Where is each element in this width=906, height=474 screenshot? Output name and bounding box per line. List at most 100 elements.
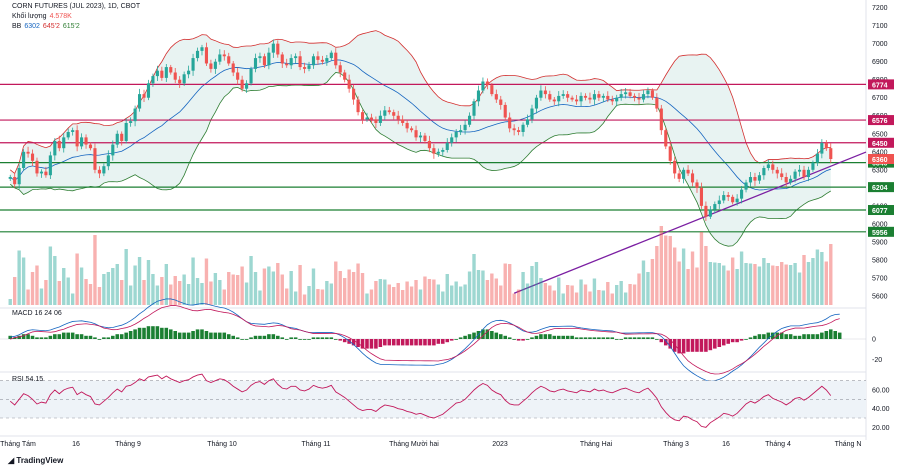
volume-bar: [392, 287, 396, 305]
macd-histogram-bar: [632, 337, 637, 339]
macd-histogram-bar: [374, 339, 378, 349]
macd-histogram-bar: [276, 335, 280, 339]
volume-bar: [771, 265, 775, 305]
time-tick-label: Tháng N: [835, 441, 862, 448]
macd-histogram-bar: [218, 332, 222, 339]
volume-bar: [387, 284, 391, 305]
macd-histogram-bar: [739, 339, 744, 341]
macd-histogram-bar: [342, 339, 347, 343]
price-tick-label: 7100: [872, 23, 888, 30]
candle-body: [592, 94, 596, 100]
volume-bar: [503, 263, 507, 305]
macd-legend: MACD 16 24 06: [12, 310, 65, 317]
macd-histogram-bar: [463, 335, 467, 339]
level-label-5956: 5956: [872, 230, 888, 237]
level-label-6774: 6774: [872, 82, 888, 89]
macd-histogram-bar: [106, 337, 111, 339]
macd-histogram-bar: [498, 334, 503, 339]
volume-bar: [780, 262, 784, 305]
candle-body: [820, 142, 824, 154]
candle-body: [115, 133, 119, 145]
candle-body: [690, 173, 695, 183]
macd-histogram-bar: [262, 335, 267, 339]
candle-body: [17, 168, 21, 185]
candle-body: [343, 72, 347, 80]
time-tick-label: Tháng 4: [765, 441, 791, 448]
macd-histogram-bar: [70, 332, 75, 339]
macd-histogram-bar: [146, 326, 151, 339]
volume-bar: [356, 263, 360, 305]
macd-histogram-bar: [735, 339, 739, 343]
macd-histogram-bar: [284, 339, 289, 340]
volume-bar: [418, 289, 423, 305]
macd-histogram-bar: [200, 329, 204, 339]
macd-histogram-bar: [579, 337, 583, 339]
price-tick-label: 7000: [872, 41, 888, 48]
volume-bar: [21, 257, 26, 305]
macd-histogram-bar: [753, 335, 757, 339]
volume-bar: [717, 263, 721, 305]
volume-bar: [811, 258, 815, 305]
candle-body: [735, 198, 739, 203]
macd-histogram-bar: [387, 339, 392, 346]
volume-bar: [128, 285, 133, 305]
volume-bar: [525, 283, 530, 305]
macd-histogram-bar: [521, 339, 525, 341]
macd-histogram-bar: [458, 337, 463, 339]
macd-histogram-bar: [757, 334, 762, 339]
volume-bar: [338, 271, 342, 305]
volume-bar: [686, 269, 690, 305]
macd-histogram-bar: [84, 335, 88, 339]
macd-histogram-bar: [258, 335, 262, 339]
macd-histogram-bar: [391, 339, 396, 346]
candle-body: [704, 205, 708, 217]
volume-bar: [641, 260, 646, 305]
candle-body: [213, 61, 217, 69]
volume-bar: [84, 279, 88, 305]
candle-body: [155, 70, 159, 77]
macd-histogram-bar: [409, 339, 414, 346]
tradingview-logo-text: TradingView: [16, 456, 64, 465]
volume-bar: [655, 246, 659, 305]
macd-histogram-bar: [333, 339, 338, 340]
volume-bar: [111, 268, 115, 305]
symbol-title: CORN FUTURES (JUL 2023), 1D, CBOT: [12, 3, 143, 10]
candle-body: [102, 166, 106, 174]
volume-bar: [396, 283, 400, 305]
volume-bar: [17, 250, 21, 305]
candle-body: [650, 90, 654, 98]
macd-histogram-bar: [583, 337, 588, 339]
volume-bar: [722, 265, 726, 305]
volume-bar: [44, 280, 48, 305]
volume-bar: [744, 263, 748, 305]
candle-body: [748, 177, 753, 183]
macd-histogram-bar: [405, 339, 409, 346]
candle-body: [557, 95, 561, 102]
candle-body: [356, 99, 360, 113]
volume-bar: [623, 292, 628, 305]
rsi-line: [9, 373, 832, 428]
volume-bar: [249, 256, 253, 305]
volume-bar: [423, 276, 427, 305]
level-badge: [868, 182, 894, 193]
volume-bar: [588, 291, 592, 305]
time-tick-label: Tháng 11: [301, 441, 330, 448]
candle-body: [142, 94, 146, 98]
volume-bar: [530, 266, 534, 305]
volume-bar: [463, 284, 467, 305]
candle-body: [93, 148, 97, 170]
macd-histogram-bar: [298, 339, 302, 340]
volume-bar: [730, 257, 735, 305]
candle-body: [619, 94, 623, 98]
macd-histogram-bar: [837, 332, 842, 339]
volume-bar: [102, 274, 106, 305]
volume-bar: [793, 263, 797, 305]
candle-body: [485, 81, 489, 86]
volume-bar: [579, 279, 583, 305]
macd-histogram-bar: [383, 339, 387, 346]
volume-bar: [213, 273, 218, 305]
volume-bar: [708, 262, 713, 305]
macd-histogram-bar: [17, 335, 21, 339]
volume-bar: [646, 272, 650, 305]
